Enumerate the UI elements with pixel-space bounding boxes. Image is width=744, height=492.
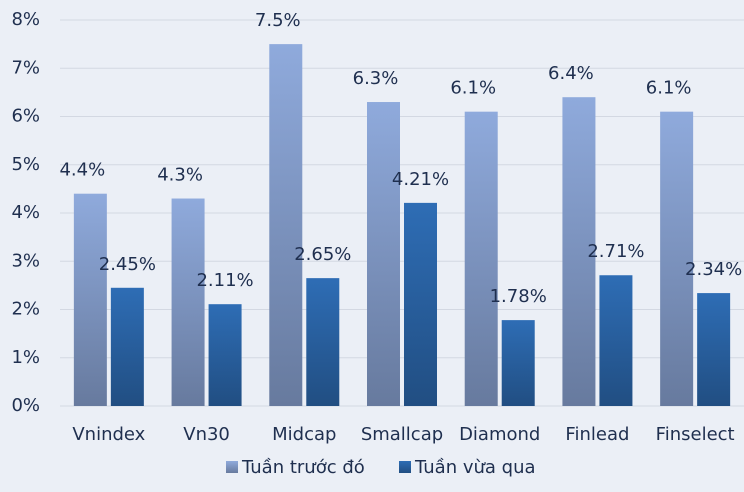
bar xyxy=(73,193,107,406)
data-label: 2.34% xyxy=(685,259,742,280)
y-tick-label: 5% xyxy=(11,154,40,175)
bar xyxy=(269,44,303,406)
bar xyxy=(562,97,596,406)
data-label: 2.11% xyxy=(196,270,253,291)
x-tick-label: Midcap xyxy=(272,424,336,445)
data-label: 6.1% xyxy=(646,78,692,99)
bar xyxy=(660,111,694,407)
bar xyxy=(697,293,731,406)
data-label: 4.21% xyxy=(392,169,449,190)
bar xyxy=(501,320,535,406)
bar xyxy=(208,304,242,406)
y-tick-label: 4% xyxy=(11,202,40,223)
y-tick-label: 6% xyxy=(11,106,40,127)
x-tick-label: Vn30 xyxy=(183,424,230,445)
data-label: 4.3% xyxy=(157,165,203,186)
bar xyxy=(306,278,340,406)
data-label: 7.5% xyxy=(255,10,301,31)
data-label: 6.4% xyxy=(548,63,594,84)
x-tick-label: Finlead xyxy=(565,424,629,445)
x-tick-label: Vnindex xyxy=(72,424,145,445)
data-label: 4.4% xyxy=(59,160,105,181)
bar xyxy=(110,287,144,406)
data-label: 1.78% xyxy=(490,286,547,307)
y-tick-label: 0% xyxy=(11,395,40,416)
data-label: 2.45% xyxy=(99,254,156,275)
y-tick-label: 1% xyxy=(11,347,40,368)
x-tick-label: Smallcap xyxy=(361,424,443,445)
x-tick-label: Finselect xyxy=(656,424,735,445)
data-label: 2.65% xyxy=(294,244,351,265)
data-label: 6.3% xyxy=(353,68,399,89)
bar xyxy=(599,275,633,406)
legend-swatch xyxy=(399,461,411,473)
bar xyxy=(171,198,205,406)
y-tick-label: 3% xyxy=(11,250,40,271)
bar xyxy=(464,111,498,407)
bar xyxy=(404,202,437,406)
legend-label: Tuần vừa qua xyxy=(414,457,536,478)
bar xyxy=(367,102,400,407)
y-tick-label: 7% xyxy=(11,57,40,78)
data-label: 6.1% xyxy=(450,78,496,99)
y-tick-label: 2% xyxy=(11,299,40,320)
x-tick-label: Diamond xyxy=(459,424,540,445)
y-tick-label: 8% xyxy=(11,9,40,30)
legend-swatch xyxy=(226,461,238,473)
legend-label: Tuần trước đó xyxy=(241,457,365,478)
data-label: 2.71% xyxy=(587,241,644,262)
